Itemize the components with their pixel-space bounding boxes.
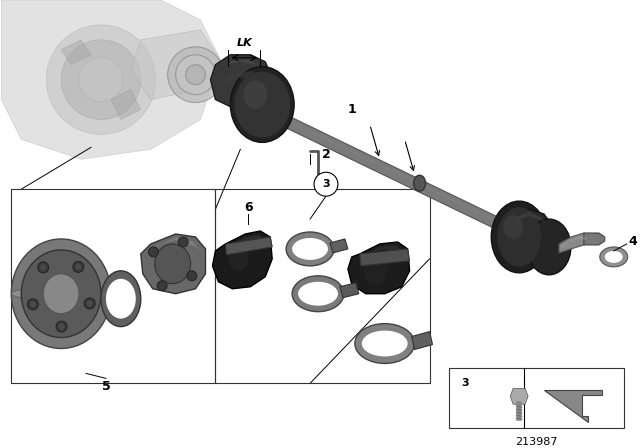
Polygon shape: [223, 71, 257, 86]
Polygon shape: [156, 237, 200, 251]
Polygon shape: [1, 0, 220, 159]
Polygon shape: [507, 209, 551, 255]
Ellipse shape: [79, 58, 123, 102]
Ellipse shape: [286, 232, 334, 266]
Ellipse shape: [298, 282, 338, 306]
Ellipse shape: [155, 244, 191, 284]
Ellipse shape: [243, 81, 268, 108]
Bar: [216, 189, 429, 383]
Ellipse shape: [527, 219, 571, 275]
Circle shape: [73, 261, 84, 272]
Circle shape: [157, 281, 167, 291]
Ellipse shape: [413, 175, 426, 191]
Polygon shape: [517, 212, 547, 225]
Polygon shape: [212, 231, 272, 289]
Bar: [449, 368, 624, 428]
Circle shape: [314, 172, 338, 196]
Polygon shape: [225, 237, 272, 255]
PathPatch shape: [544, 390, 602, 422]
Ellipse shape: [175, 55, 216, 95]
Bar: [12, 189, 216, 383]
Polygon shape: [330, 239, 348, 253]
Ellipse shape: [43, 274, 79, 314]
Text: 1: 1: [348, 103, 356, 116]
Circle shape: [56, 321, 67, 332]
Ellipse shape: [492, 201, 547, 273]
Ellipse shape: [234, 72, 290, 138]
Ellipse shape: [605, 251, 623, 263]
Polygon shape: [276, 115, 509, 228]
Polygon shape: [111, 90, 141, 120]
Polygon shape: [131, 30, 220, 99]
Text: 5: 5: [102, 380, 110, 393]
Polygon shape: [360, 249, 410, 266]
Circle shape: [58, 323, 65, 330]
Text: 213987: 213987: [515, 437, 558, 447]
Circle shape: [84, 298, 95, 309]
Circle shape: [28, 299, 38, 310]
Ellipse shape: [497, 207, 541, 267]
Ellipse shape: [106, 279, 136, 319]
Ellipse shape: [21, 250, 101, 337]
Ellipse shape: [292, 238, 328, 260]
Ellipse shape: [362, 331, 408, 357]
Ellipse shape: [292, 276, 344, 312]
Text: 6: 6: [244, 201, 253, 214]
Polygon shape: [412, 332, 433, 349]
Polygon shape: [348, 242, 410, 294]
Polygon shape: [220, 60, 260, 68]
Ellipse shape: [12, 239, 111, 349]
Circle shape: [76, 264, 81, 270]
Text: 2: 2: [321, 148, 330, 161]
Ellipse shape: [168, 47, 223, 103]
Text: 3: 3: [322, 179, 330, 189]
Circle shape: [148, 247, 158, 257]
Polygon shape: [510, 388, 528, 404]
Ellipse shape: [186, 65, 205, 85]
Polygon shape: [228, 235, 266, 247]
Polygon shape: [211, 55, 272, 108]
Polygon shape: [141, 234, 205, 294]
Ellipse shape: [364, 253, 388, 285]
Ellipse shape: [12, 287, 111, 301]
Ellipse shape: [355, 323, 415, 363]
Polygon shape: [340, 283, 359, 298]
Text: 4: 4: [628, 236, 637, 249]
Circle shape: [187, 271, 197, 281]
Text: 3: 3: [461, 379, 469, 388]
Ellipse shape: [101, 271, 141, 327]
Polygon shape: [559, 233, 591, 253]
Circle shape: [40, 264, 46, 271]
Circle shape: [178, 237, 188, 247]
Circle shape: [30, 302, 36, 307]
Polygon shape: [61, 40, 91, 65]
Polygon shape: [362, 245, 404, 257]
Polygon shape: [584, 233, 605, 245]
Polygon shape: [561, 236, 587, 248]
Ellipse shape: [230, 67, 294, 142]
Ellipse shape: [46, 25, 156, 134]
Polygon shape: [218, 68, 259, 108]
Ellipse shape: [503, 215, 523, 239]
Ellipse shape: [600, 247, 628, 267]
Circle shape: [86, 301, 93, 306]
Circle shape: [38, 262, 49, 273]
Polygon shape: [273, 109, 514, 238]
Text: LK: LK: [236, 38, 252, 48]
Ellipse shape: [61, 40, 141, 120]
Ellipse shape: [228, 243, 248, 271]
